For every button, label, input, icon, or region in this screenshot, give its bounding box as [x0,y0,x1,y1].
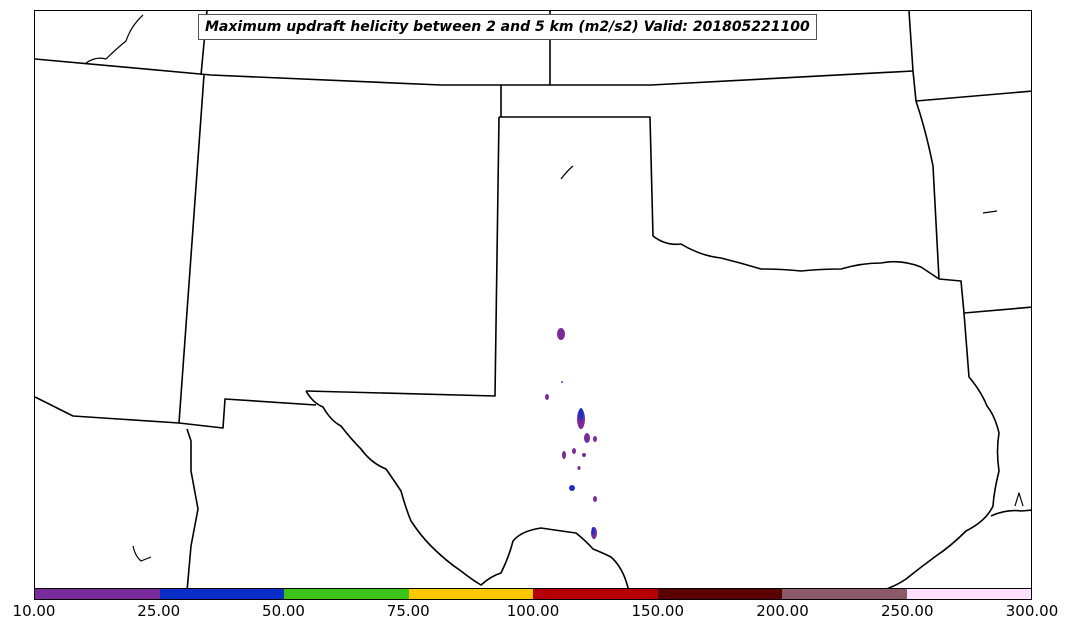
helicity-cell [561,381,563,383]
state-border [178,74,317,429]
state-border [305,390,630,592]
colorbar-tick-label: 25.00 [137,602,181,620]
state-border [35,58,914,86]
helicity-cell [584,433,590,443]
map-title-box: Maximum updraft helicity between 2 and 5… [198,14,817,40]
state-border [880,312,1000,592]
state-border [963,306,1031,314]
lake-outline [560,165,574,180]
state-border [915,100,940,280]
colorbar-tick-label: 10.00 [12,602,56,620]
colorbar-tick-label: 250.00 [881,602,934,620]
colorbar-segment [533,589,658,599]
colorbar-segment [782,589,907,599]
helicity-cell [591,527,595,535]
lake-outline [85,14,144,64]
helicity-cell [593,436,597,442]
state-border [912,70,1031,102]
helicity-cell [593,496,597,502]
colorbar-segment [159,589,284,599]
colorbar-tick-label: 75.00 [386,602,430,620]
colorbar-tick-label: 200.00 [756,602,809,620]
colorbar-segment [657,589,782,599]
state-border [35,396,180,424]
map-canvas [35,11,1031,592]
state-border [186,428,199,592]
lake-outline [982,210,998,214]
colorbar-segment [35,589,160,599]
colorbar [34,588,1032,600]
helicity-cell [569,485,575,491]
colorbar-ticks: 10.00 25.00 50.00 75.00 100.00 150.00 200.00 25… [0,602,1070,626]
helicity-cell [578,408,584,420]
map-panel [34,10,1032,598]
helicity-cell [577,466,581,470]
helicity-cell [582,453,586,457]
helicity-cell [572,448,576,454]
colorbar-tick-label: 100.00 [506,602,560,620]
colorbar-segment [906,589,1031,599]
colorbar-segment [284,589,409,599]
helicity-swaths [545,328,597,539]
helicity-cell [557,328,565,340]
colorbar-tick-label: 300.00 [1005,602,1059,620]
lake-outline [1014,492,1024,507]
colorbar-tick-label: 50.00 [262,602,305,620]
helicity-cell [562,451,566,459]
state-border [990,509,1031,517]
lake-outline [132,545,152,562]
colorbar-tick-label: 150.00 [631,602,685,620]
map-title: Maximum updraft helicity between 2 and 5… [205,19,810,35]
colorbar-segment [408,589,533,599]
state-border [499,116,965,314]
helicity-cell [545,394,549,400]
state-border [908,11,914,72]
state-border [305,116,500,397]
